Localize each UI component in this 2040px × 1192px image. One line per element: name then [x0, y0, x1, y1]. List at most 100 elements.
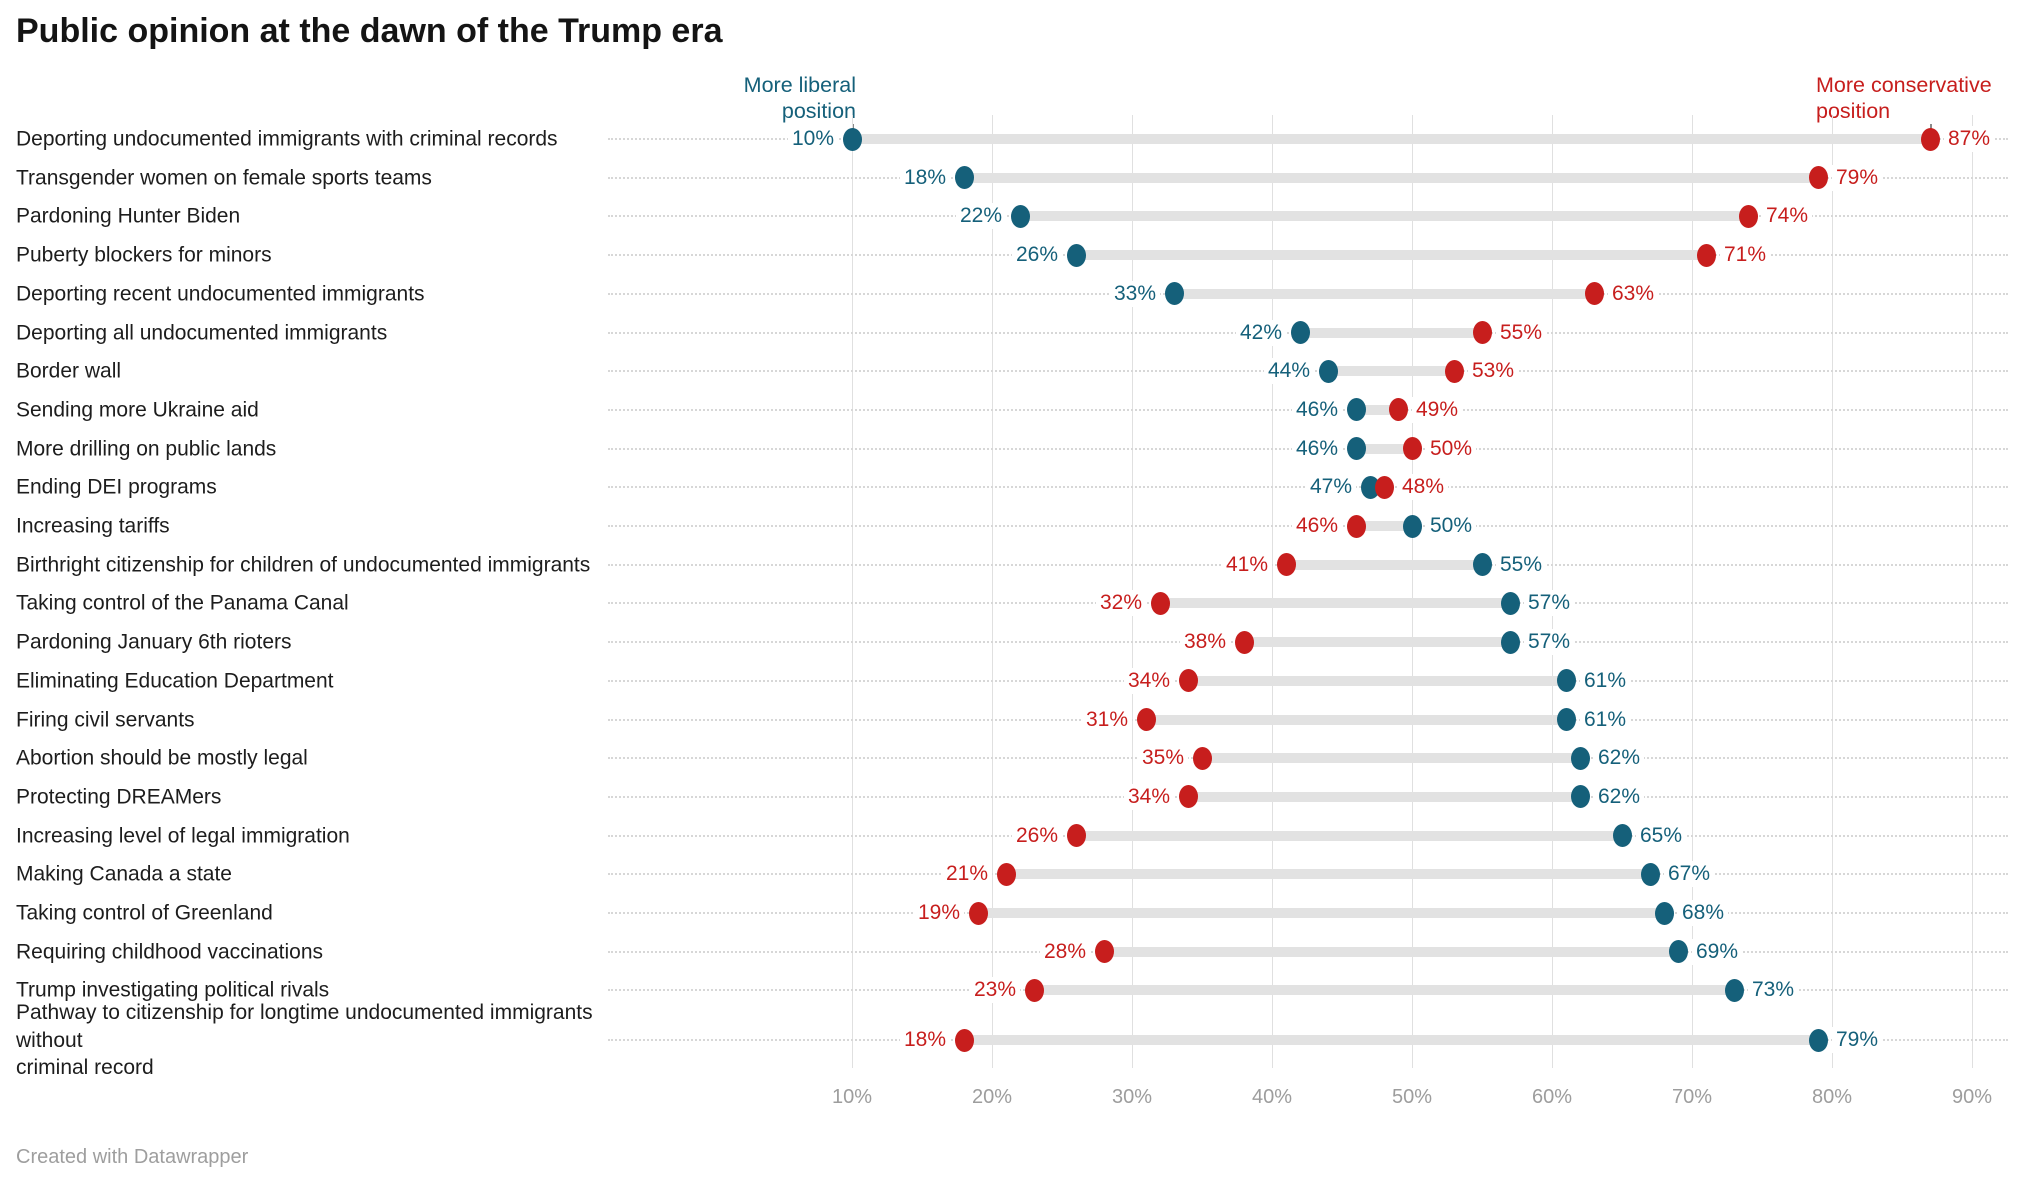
dot-conservative	[1696, 243, 1716, 267]
dot-conservative	[1178, 669, 1198, 693]
dot-liberal	[1164, 282, 1184, 306]
row-label: Firing civil servants	[16, 707, 195, 731]
value-label-conservative: 38%	[1179, 629, 1230, 656]
dot-conservative	[1276, 553, 1296, 577]
row-range-bar	[1174, 288, 1594, 299]
value-label-liberal: 69%	[1692, 938, 1743, 965]
dot-conservative	[1388, 398, 1408, 422]
value-label-conservative: 23%	[969, 977, 1020, 1004]
axis-tick-label: 90%	[1951, 1086, 1993, 1108]
value-label-conservative: 74%	[1762, 203, 1813, 230]
value-label-liberal: 57%	[1524, 629, 1575, 656]
dot-conservative	[1066, 824, 1086, 848]
dot-conservative	[1192, 746, 1212, 770]
row-label: Birthright citizenship for children of u…	[16, 552, 591, 576]
gridline	[1412, 115, 1413, 1068]
value-label-conservative: 18%	[899, 1027, 950, 1053]
dot-liberal	[1612, 824, 1632, 848]
dot-conservative	[1444, 359, 1464, 383]
row-range-bar	[1300, 327, 1482, 338]
value-label-conservative: 34%	[1123, 667, 1174, 694]
conservative-axis-label-line1: More conservative	[1816, 73, 1992, 97]
value-label-conservative: 53%	[1468, 358, 1519, 385]
dot-liberal	[1318, 359, 1338, 383]
row-label: Requiring childhood vaccinations	[16, 939, 324, 963]
value-label-conservative: 35%	[1137, 745, 1188, 772]
dot-liberal	[954, 166, 974, 190]
dot-conservative	[1374, 475, 1394, 499]
row-label: Pathway to citizenship for longtime undo…	[16, 1000, 593, 1079]
dot-conservative	[1472, 321, 1492, 344]
conservative-axis-label-line2: position	[1816, 99, 1891, 123]
value-label-liberal: 67%	[1664, 861, 1715, 888]
value-label-liberal: 62%	[1594, 745, 1645, 772]
value-label-conservative: 71%	[1720, 242, 1771, 269]
dot-liberal	[1346, 398, 1366, 422]
value-label-liberal: 50%	[1426, 513, 1477, 539]
dot-liberal	[1500, 591, 1520, 615]
row-label: Deporting undocumented immigrants with c…	[16, 127, 558, 151]
value-label-liberal: 42%	[1235, 319, 1286, 346]
axis-tick-label: 70%	[1671, 1086, 1713, 1108]
row-label: More drilling on public lands	[16, 436, 277, 460]
dot-liberal	[1472, 553, 1492, 577]
row-label: Eliminating Education Department	[16, 669, 334, 693]
row-range-bar	[1244, 637, 1510, 648]
row-range-bar	[1146, 714, 1566, 725]
row-range-bar	[1104, 946, 1678, 957]
dot-liberal	[1402, 514, 1422, 538]
dot-conservative	[954, 1028, 974, 1052]
value-label-liberal: 65%	[1636, 822, 1687, 849]
row-range-bar	[1160, 598, 1510, 609]
gridline	[1272, 115, 1273, 1068]
row-label: Sending more Ukraine aid	[16, 398, 259, 422]
value-label-liberal: 33%	[1109, 280, 1160, 307]
dot-conservative	[1150, 591, 1170, 615]
dot-liberal	[1724, 978, 1744, 1002]
value-label-conservative: 34%	[1123, 783, 1174, 810]
dot-liberal	[1808, 1028, 1828, 1052]
row-label: Increasing level of legal immigration	[16, 823, 350, 847]
value-label-conservative: 55%	[1496, 319, 1547, 346]
dot-conservative	[1024, 978, 1044, 1002]
value-label-liberal: 79%	[1832, 1027, 1883, 1053]
value-label-conservative: 79%	[1832, 164, 1883, 191]
dot-conservative	[996, 862, 1016, 886]
row-label: Taking control of Greenland	[16, 901, 273, 925]
value-label-conservative: 87%	[1944, 126, 1995, 152]
dot-liberal	[1500, 630, 1520, 654]
row-label: Pardoning January 6th rioters	[16, 630, 292, 654]
row-range-bar	[1356, 443, 1412, 454]
row-range-bar	[1356, 404, 1398, 415]
row-range-bar	[1202, 753, 1580, 764]
dot-conservative	[1738, 204, 1758, 228]
gridline	[852, 115, 853, 1068]
dot-liberal	[1556, 669, 1576, 693]
dot-conservative	[1584, 282, 1604, 306]
dot-conservative	[1234, 630, 1254, 654]
value-label-conservative: 63%	[1608, 280, 1659, 307]
dot-conservative	[968, 901, 988, 925]
value-label-liberal: 61%	[1580, 706, 1631, 733]
chart-title: Public opinion at the dawn of the Trump …	[16, 12, 723, 50]
dot-conservative	[1136, 708, 1156, 731]
row-range-bar	[1188, 791, 1580, 802]
row-range-bar	[1328, 366, 1454, 377]
value-label-liberal: 46%	[1291, 396, 1342, 423]
dot-conservative	[1094, 940, 1114, 964]
value-label-liberal: 22%	[955, 203, 1006, 230]
row-label: Ending DEI programs	[16, 475, 217, 499]
value-label-liberal: 44%	[1263, 358, 1314, 385]
value-label-liberal: 47%	[1305, 474, 1356, 501]
dot-conservative	[1808, 166, 1828, 190]
row-range-bar	[964, 1035, 1818, 1045]
row-range-bar	[964, 172, 1818, 183]
dot-liberal	[1346, 437, 1366, 461]
row-label: Trump investigating political rivals	[16, 978, 330, 1002]
value-label-liberal: 10%	[787, 126, 838, 152]
row-label: Making Canada a state	[16, 862, 232, 886]
row-label: Pardoning Hunter Biden	[16, 204, 241, 228]
dot-liberal	[1654, 901, 1674, 925]
value-label-liberal: 46%	[1291, 435, 1342, 462]
row-label: Puberty blockers for minors	[16, 243, 272, 267]
